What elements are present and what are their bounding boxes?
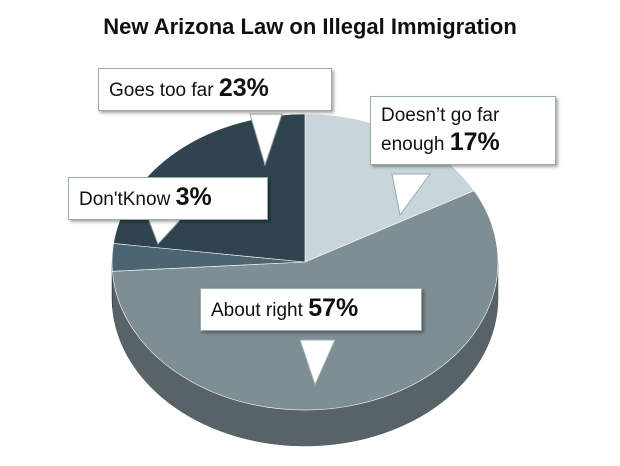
category-label: Goes too far (109, 80, 214, 101)
value-label: 3% (175, 183, 212, 211)
value-label: 17% (449, 128, 500, 156)
callout: About right 57% (200, 288, 422, 331)
value-label: 23% (218, 74, 269, 102)
category-label: Don'tKnow (79, 189, 171, 210)
callout-pointer (391, 173, 431, 217)
value-label: 57% (308, 294, 359, 322)
callout: Goes too far 23% (98, 68, 332, 111)
callout-pointer (249, 113, 283, 167)
callout-pointer (299, 339, 336, 387)
category-label: About right (211, 300, 303, 321)
callout: Don'tKnow 3% (68, 177, 268, 220)
callout: Doesn’t go far enough 17% (370, 96, 556, 165)
category-label: Doesn’t go far enough (381, 105, 500, 155)
chart-title: New Arizona Law on Illegal Immigration (103, 14, 517, 39)
